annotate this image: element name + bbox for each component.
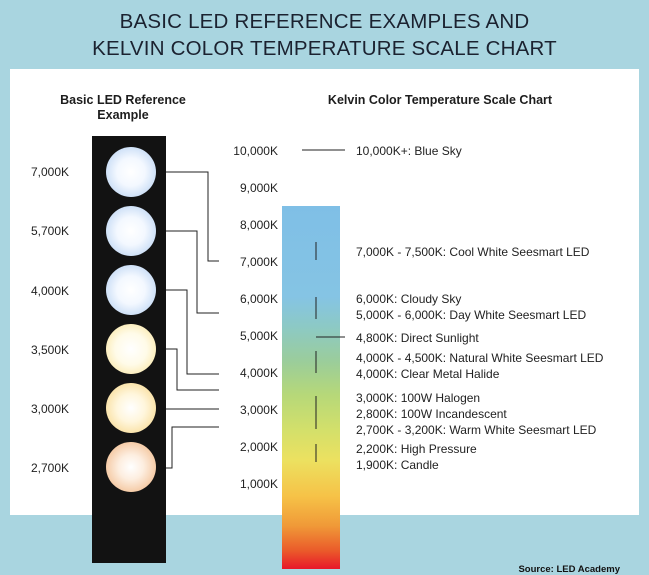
scale-tick-label: 7,000K [239, 255, 278, 269]
scale-tick-label: 3,000K [239, 403, 278, 417]
annotation-incandescent: 2,800K: 100W Incandescent [356, 407, 507, 421]
annotation-direct-sunlight: 4,800K: Direct Sunlight [356, 331, 479, 345]
annotation-day-white-led: 5,000K - 6,000K: Day White Seesmart LED [356, 308, 587, 322]
connector-line-7000k [166, 171, 219, 262]
bulb-label: 2,700K [30, 461, 70, 475]
kelvin-gradient-bar [282, 206, 340, 569]
scale-tick-label: 10,000K [233, 144, 278, 158]
diagram-panel: Basic LED Reference Example Kelvin Color… [10, 69, 639, 575]
bulb-4000k [106, 265, 156, 315]
bulb-label: 4,000K [30, 284, 70, 298]
bulb-7000k [106, 147, 156, 197]
connector-line-4000k [166, 289, 219, 375]
connector-line-3500k [166, 348, 219, 391]
scale-tick-label: 9,000K [239, 181, 278, 195]
title-line-1: BASIC LED REFERENCE EXAMPLES AND [119, 10, 530, 33]
bulb-3000k [106, 383, 156, 433]
bulb-label: 3,500K [30, 343, 70, 357]
connector-line-5700k [166, 230, 219, 314]
bulb-5700k [106, 206, 156, 256]
led-reference-heading-line-1: Basic LED Reference [60, 93, 186, 107]
annotation-warm-white-led: 2,700K - 3,200K: Warm White Seesmart LED [356, 423, 597, 437]
scale-tick-label: 1,000K [239, 477, 278, 491]
annotation-clear-metal-halide: 4,000K: Clear Metal Halide [356, 367, 500, 381]
kelvin-scale-heading: Kelvin Color Temperature Scale Chart [327, 93, 553, 107]
scale-tick-label: 8,000K [239, 218, 278, 232]
scale-tick-label: 2,000K [239, 440, 278, 454]
annotation-cool-white-led: 7,000K - 7,500K: Cool White Seesmart LED [356, 245, 590, 259]
bulb-2700k [106, 442, 156, 492]
annotation-candle: 1,900K: Candle [356, 458, 439, 472]
annotation-natural-white-led: 4,000K - 4,500K: Natural White Seesmart … [356, 351, 604, 365]
bulb-label: 3,000K [30, 402, 70, 416]
title-line-2: KELVIN COLOR TEMPERATURE SCALE CHART [92, 37, 557, 60]
connector-lines [166, 149, 345, 469]
scale-tick-label: 4,000K [239, 366, 278, 380]
scale-tick-label: 5,000K [239, 329, 278, 343]
annotation-high-pressure: 2,200K: High Pressure [356, 442, 477, 456]
annotation-cloudy-sky: 6,000K: Cloudy Sky [356, 292, 462, 306]
page-title: BASIC LED REFERENCE EXAMPLES AND KELVIN … [0, 8, 649, 62]
bulb-label: 5,700K [30, 224, 70, 238]
source-credit: Source: LED Academy [518, 564, 620, 575]
annotation-halogen: 3,000K: 100W Halogen [356, 391, 481, 405]
connector-line-2700k [166, 426, 219, 469]
bulb-3500k [106, 324, 156, 374]
led-reference-heading: Basic LED Reference Example [48, 93, 198, 123]
scale-tick-label: 6,000K [239, 292, 278, 306]
annotation-blue-sky: 10,000K+: Blue Sky [356, 144, 462, 158]
led-reference-heading-line-2: Example [97, 108, 149, 122]
bulb-label: 7,000K [30, 165, 70, 179]
